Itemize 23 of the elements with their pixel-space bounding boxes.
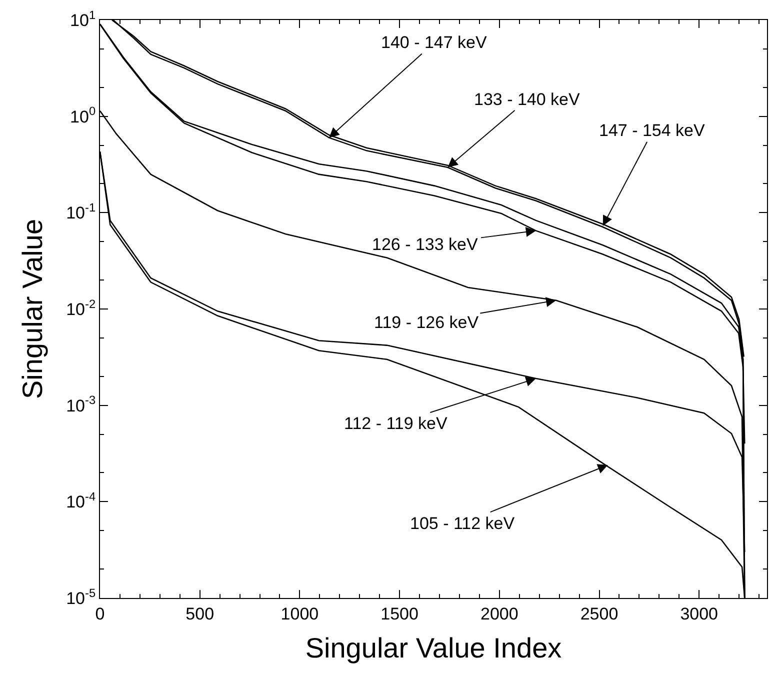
x-tick-label: 1000 [280, 604, 319, 624]
annotation: 112 - 119 keV [344, 414, 448, 433]
annotation: 126 - 133 keV [372, 235, 479, 254]
y-tick-label: 10$^{1}$ [70, 8, 96, 30]
annotation: 133 - 140 keV [474, 90, 581, 109]
y-tick-label: 10$^{-2}$ [66, 296, 96, 319]
x-tick-label: 2500 [580, 604, 618, 624]
x-tick-label: 0 [95, 604, 105, 624]
y-tick-label: 10$^{-5}$ [66, 586, 96, 608]
annotation: 119 - 126 keV [374, 313, 480, 332]
x-axis-title: Singular Value Index [305, 632, 562, 664]
x-tick-label: 2000 [480, 604, 518, 624]
annotation: 140 - 147 keV [381, 33, 488, 52]
x-tick-label: 1500 [380, 604, 418, 624]
x-tick-label: 500 [186, 604, 214, 624]
y-tick-label: 10$^{0}$ [70, 104, 96, 126]
y-tick-label: 10$^{-3}$ [66, 393, 96, 416]
y-axis-title: Singular Value [16, 218, 48, 400]
y-tick-label: 10$^{-1}$ [66, 200, 96, 223]
x-tick-label: 3000 [680, 604, 718, 624]
annotation: 105 - 112 keV [410, 514, 516, 533]
y-tick-label: 10$^{-4}$ [66, 489, 96, 512]
annotation: 147 - 154 keV [599, 121, 706, 140]
